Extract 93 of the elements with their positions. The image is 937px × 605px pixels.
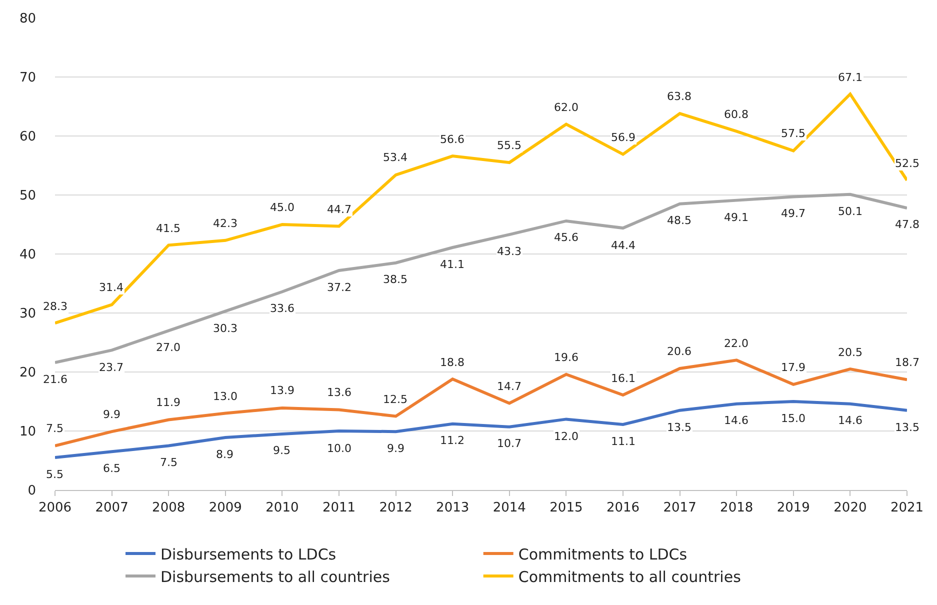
- data-label: 55.5: [497, 139, 522, 152]
- data-label: 15.0: [781, 412, 806, 425]
- data-label: 28.3: [43, 300, 68, 313]
- data-label: 11.1: [611, 435, 636, 448]
- data-label: 60.8: [724, 108, 748, 121]
- data-label: 14.6: [838, 414, 862, 427]
- x-tick-label: 2021: [890, 500, 924, 516]
- x-tick-label: 2014: [492, 500, 526, 516]
- data-label: 33.6: [270, 302, 294, 315]
- data-label: 13.6: [327, 386, 352, 399]
- data-label: 48.5: [667, 214, 692, 227]
- x-tick-label: 2018: [720, 500, 754, 516]
- legend-label: Commitments to LDCs: [518, 545, 688, 564]
- data-label: 17.9: [781, 361, 806, 374]
- data-label: 41.1: [440, 258, 464, 271]
- data-label: 57.5: [781, 127, 806, 140]
- x-tick-label: 2006: [38, 500, 72, 516]
- data-label: 13.0: [213, 390, 238, 403]
- y-tick-label: 20: [19, 366, 36, 381]
- data-label: 21.6: [43, 373, 68, 386]
- data-label: 42.3: [213, 217, 238, 230]
- data-label: 14.6: [724, 414, 748, 427]
- data-label: 8.9: [216, 448, 234, 461]
- data-label: 47.8: [895, 218, 920, 231]
- data-label: 44.4: [611, 239, 636, 252]
- data-label: 45.0: [270, 201, 294, 214]
- data-label: 10.7: [497, 437, 522, 450]
- y-tick-label: 70: [19, 70, 36, 86]
- data-label: 20.6: [667, 345, 692, 358]
- data-label: 44.7: [327, 203, 352, 216]
- data-label: 13.5: [667, 421, 692, 434]
- data-label: 12.0: [554, 430, 578, 443]
- data-label: 9.5: [273, 444, 290, 457]
- data-label: 11.9: [156, 396, 180, 409]
- x-tick-label: 2009: [208, 500, 242, 516]
- data-label: 62.0: [554, 101, 578, 114]
- y-tick-label: 30: [19, 306, 36, 322]
- x-tick-label: 2015: [550, 500, 583, 516]
- x-tick-label: 2019: [776, 500, 810, 516]
- y-tick-label: 50: [19, 188, 36, 204]
- legend-label: Disbursements to all countries: [160, 568, 390, 586]
- data-label: 23.7: [99, 361, 124, 374]
- data-label: 18.8: [440, 356, 464, 369]
- data-label: 43.3: [497, 245, 522, 258]
- data-label: 7.5: [160, 456, 178, 469]
- y-tick-label: 10: [19, 424, 36, 440]
- data-label: 52.5: [895, 157, 920, 170]
- data-label: 37.2: [327, 281, 352, 294]
- data-label: 13.5: [895, 421, 920, 434]
- data-label: 19.6: [554, 351, 578, 364]
- data-label: 12.5: [383, 393, 408, 406]
- data-label: 10.0: [327, 442, 352, 455]
- y-tick-label: 40: [19, 248, 36, 263]
- y-tick-label: 0: [28, 484, 36, 499]
- data-label: 31.4: [99, 281, 124, 294]
- x-tick-label: 2012: [379, 500, 412, 516]
- data-label: 38.5: [383, 273, 408, 286]
- data-label: 14.7: [497, 380, 522, 393]
- data-label: 45.6: [554, 231, 578, 244]
- y-tick-label: 80: [19, 12, 36, 27]
- data-label: 16.1: [611, 372, 636, 385]
- data-label: 63.8: [667, 90, 692, 103]
- legend-label: Disbursements to LDCs: [160, 545, 336, 564]
- data-label: 9.9: [387, 442, 404, 455]
- data-label: 20.5: [838, 346, 862, 359]
- data-label: 18.7: [895, 356, 920, 369]
- data-label: 53.4: [383, 151, 408, 164]
- y-tick-label: 60: [19, 130, 36, 145]
- data-label: 49.1: [724, 211, 748, 224]
- data-label: 30.3: [213, 322, 238, 335]
- data-label: 5.5: [46, 468, 64, 481]
- data-label: 27.0: [156, 341, 180, 354]
- x-tick-label: 2013: [436, 500, 470, 516]
- x-tick-label: 2016: [606, 500, 640, 516]
- data-label: 67.1: [838, 71, 862, 84]
- data-label: 11.2: [440, 434, 464, 447]
- data-label: 49.7: [781, 207, 806, 220]
- x-tick-label: 2008: [152, 500, 186, 516]
- data-label: 41.5: [156, 222, 180, 235]
- data-label: 9.9: [103, 408, 120, 421]
- data-label: 50.1: [838, 205, 862, 218]
- x-tick-label: 2011: [322, 500, 356, 516]
- data-label: 56.9: [611, 131, 636, 144]
- data-label: 6.5: [103, 462, 120, 475]
- data-label: 22.0: [724, 337, 748, 350]
- data-label: 56.6: [440, 133, 464, 146]
- x-tick-label: 2017: [663, 500, 696, 516]
- data-label: 13.9: [270, 384, 294, 397]
- x-tick-label: 2020: [834, 500, 867, 516]
- data-label: 7.5: [46, 422, 64, 435]
- legend-label: Commitments to all countries: [518, 568, 742, 586]
- x-tick-label: 2010: [266, 500, 299, 516]
- x-tick-label: 2007: [95, 500, 128, 516]
